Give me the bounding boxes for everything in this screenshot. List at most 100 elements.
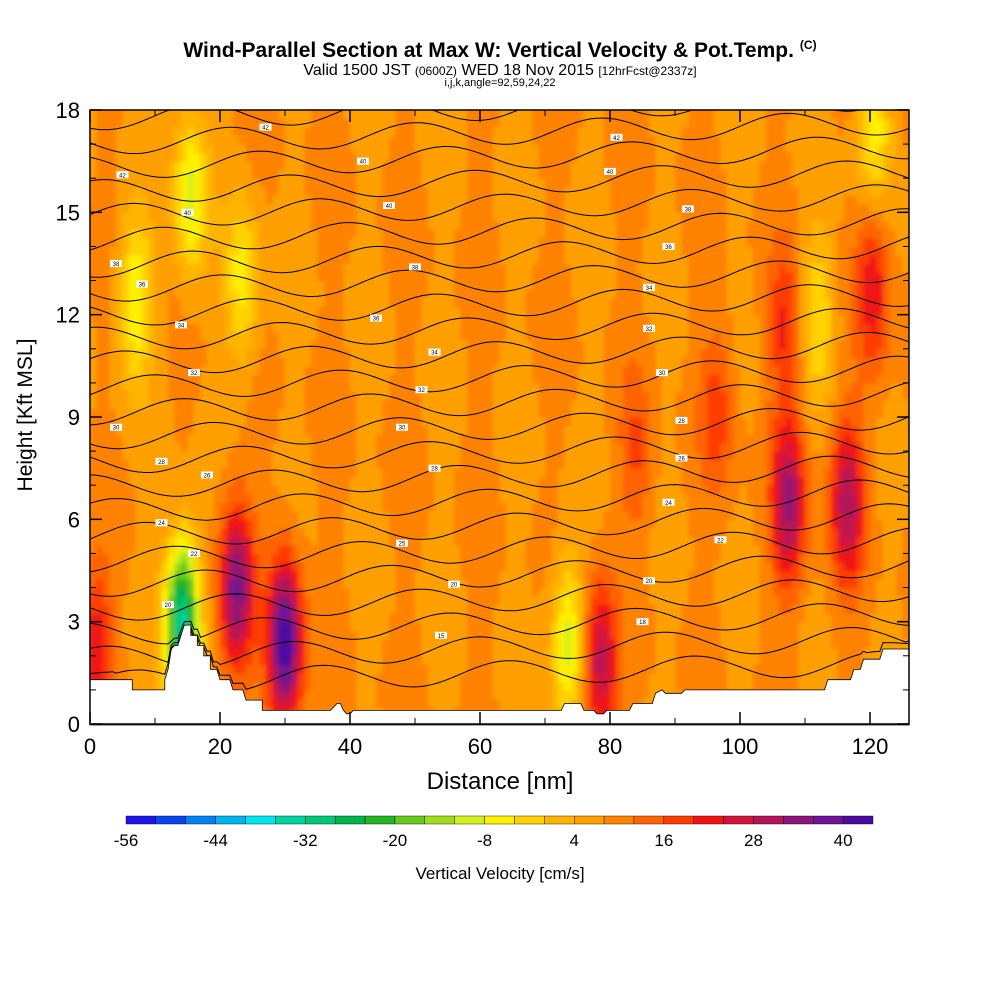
velocity-cell bbox=[265, 689, 273, 700]
velocity-cell bbox=[402, 135, 410, 145]
velocity-cell bbox=[246, 672, 254, 682]
velocity-cell bbox=[304, 561, 312, 572]
velocity-cell bbox=[460, 621, 468, 631]
velocity-cell bbox=[291, 365, 299, 375]
velocity-cell bbox=[415, 306, 423, 316]
velocity-cell bbox=[317, 374, 325, 384]
velocity-cell bbox=[135, 272, 143, 282]
velocity-cell bbox=[226, 340, 234, 350]
velocity-cell bbox=[428, 110, 436, 120]
velocity-cell bbox=[278, 220, 286, 230]
velocity-cell bbox=[434, 110, 442, 111]
velocity-cell bbox=[233, 110, 241, 111]
velocity-cell bbox=[135, 186, 143, 196]
velocity-cell bbox=[285, 314, 293, 324]
velocity-cell bbox=[181, 382, 189, 393]
velocity-cell bbox=[434, 655, 442, 665]
velocity-cell bbox=[213, 203, 221, 213]
velocity-cell bbox=[155, 468, 163, 478]
velocity-cell bbox=[226, 374, 234, 384]
velocity-cell bbox=[389, 135, 397, 145]
velocity-cell bbox=[434, 553, 442, 563]
velocity-cell bbox=[499, 442, 507, 452]
velocity-cell bbox=[467, 655, 475, 665]
velocity-cell bbox=[168, 570, 176, 580]
velocity-cell bbox=[408, 331, 416, 341]
velocity-cell bbox=[304, 468, 312, 478]
velocity-cell bbox=[239, 110, 247, 120]
velocity-cell bbox=[363, 169, 371, 179]
velocity-cell bbox=[376, 382, 384, 393]
velocity-cell bbox=[499, 604, 507, 614]
velocity-cell bbox=[460, 519, 468, 529]
velocity-cell bbox=[506, 647, 514, 657]
velocity-cell bbox=[473, 314, 481, 324]
velocity-cell bbox=[512, 664, 520, 674]
velocity-cell bbox=[499, 596, 507, 606]
velocity-cell bbox=[142, 340, 150, 350]
velocity-cell bbox=[259, 314, 267, 324]
velocity-cell bbox=[447, 476, 455, 486]
velocity-cell bbox=[350, 365, 358, 375]
velocity-cell bbox=[330, 527, 338, 537]
velocity-cell bbox=[155, 485, 163, 495]
velocity-cell bbox=[122, 553, 130, 563]
velocity-cell bbox=[226, 434, 234, 444]
velocity-cell bbox=[96, 510, 104, 520]
velocity-cell bbox=[298, 195, 306, 205]
velocity-cell bbox=[226, 493, 234, 503]
velocity-cell bbox=[285, 110, 293, 111]
velocity-cell bbox=[486, 681, 494, 691]
velocity-cell bbox=[135, 289, 143, 299]
velocity-cell bbox=[161, 331, 169, 341]
velocity-cell bbox=[369, 613, 377, 623]
velocity-cell bbox=[226, 195, 234, 205]
velocity-cell bbox=[148, 152, 156, 162]
velocity-cell bbox=[142, 127, 150, 137]
velocity-cell bbox=[415, 348, 423, 358]
velocity-cell bbox=[369, 340, 377, 350]
velocity-cell bbox=[116, 348, 124, 358]
velocity-cell bbox=[428, 664, 436, 674]
velocity-cell bbox=[298, 630, 306, 640]
velocity-cell bbox=[363, 178, 371, 188]
velocity-cell bbox=[363, 510, 371, 520]
velocity-cell bbox=[506, 579, 514, 589]
velocity-cell bbox=[187, 212, 195, 222]
velocity-cell bbox=[155, 570, 163, 580]
velocity-cell bbox=[298, 638, 306, 648]
velocity-cell bbox=[187, 434, 195, 444]
velocity-cell bbox=[285, 323, 293, 333]
velocity-cell bbox=[148, 323, 156, 333]
velocity-cell bbox=[512, 323, 520, 333]
velocity-cell bbox=[272, 348, 280, 358]
velocity-cell bbox=[395, 630, 403, 640]
velocity-cell bbox=[311, 237, 319, 248]
velocity-cell bbox=[441, 280, 449, 290]
velocity-cell bbox=[454, 621, 462, 631]
velocity-cell bbox=[116, 399, 124, 410]
velocity-cell bbox=[460, 510, 468, 520]
velocity-cell bbox=[109, 451, 117, 461]
velocity-cell bbox=[278, 553, 286, 563]
velocity-cell bbox=[239, 468, 247, 478]
velocity-cell bbox=[272, 331, 280, 341]
velocity-cell bbox=[194, 186, 202, 196]
velocity-cell bbox=[246, 382, 254, 393]
velocity-cell bbox=[356, 544, 364, 555]
velocity-cell bbox=[337, 93, 344, 102]
velocity-cell bbox=[447, 263, 455, 273]
velocity-cell bbox=[246, 630, 254, 640]
velocity-cell bbox=[402, 672, 410, 682]
velocity-cell bbox=[311, 510, 319, 520]
velocity-cell bbox=[272, 289, 280, 299]
velocity-cell bbox=[317, 237, 325, 248]
velocity-cell bbox=[376, 365, 384, 375]
velocity-cell bbox=[129, 246, 137, 256]
velocity-cell bbox=[512, 485, 520, 495]
velocity-cell bbox=[213, 485, 221, 495]
velocity-cell bbox=[369, 451, 377, 461]
velocity-cell bbox=[161, 536, 169, 546]
velocity-cell bbox=[473, 425, 481, 435]
velocity-cell bbox=[155, 672, 163, 682]
